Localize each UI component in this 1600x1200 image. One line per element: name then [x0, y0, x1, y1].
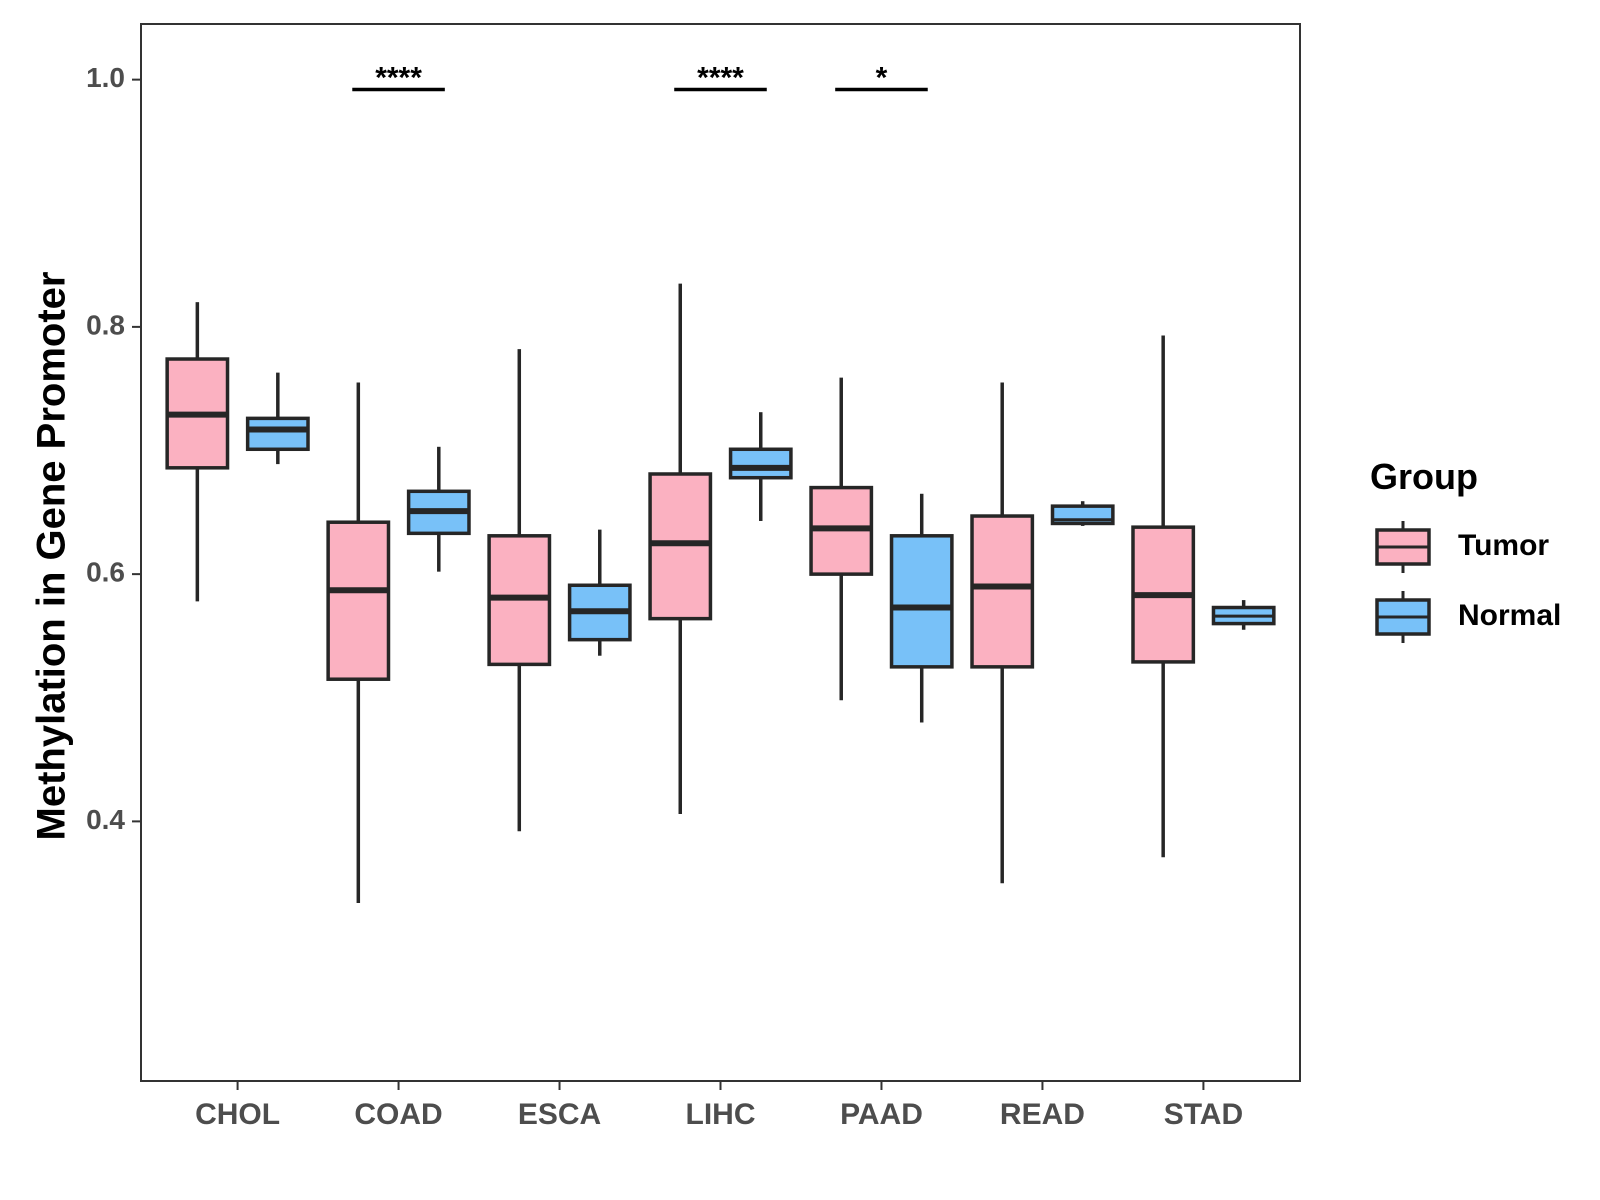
box-iqr — [648, 472, 713, 621]
box-tumor-stad — [1131, 335, 1196, 858]
legend-label: Tumor — [1458, 529, 1549, 562]
significance-paad: * — [835, 62, 928, 95]
box-normal-coad — [406, 446, 471, 572]
box-normal-stad — [1211, 600, 1276, 630]
x-tick-label: COAD — [354, 1098, 442, 1131]
box-iqr — [245, 416, 310, 452]
legend-item-tumor: Tumor — [1375, 521, 1549, 573]
x-tick-label: ESCA — [518, 1098, 601, 1131]
box-iqr — [970, 514, 1035, 669]
box-iqr — [889, 534, 954, 669]
box-iqr — [728, 447, 793, 480]
significance-label: * — [876, 62, 888, 95]
box-iqr — [326, 520, 391, 681]
box-tumor-read — [970, 382, 1035, 884]
y-tick-label: 0.8 — [86, 309, 125, 340]
box-normal-paad — [889, 493, 954, 723]
y-tick-label: 1.0 — [86, 62, 125, 93]
box-tumor-lihc — [648, 283, 713, 814]
y-tick-label: 0.4 — [86, 804, 125, 835]
legend-label: Normal — [1458, 599, 1561, 632]
x-tick-label: READ — [1000, 1098, 1085, 1131]
legend-title: Group — [1370, 456, 1478, 497]
box-tumor-chol — [165, 302, 230, 602]
box-tumor-coad — [326, 382, 391, 903]
significance-label: **** — [697, 62, 744, 95]
legend-item-normal: Normal — [1375, 591, 1561, 643]
significance-lihc: **** — [674, 62, 767, 95]
y-tick-label: 0.6 — [86, 557, 125, 588]
box-tumor-paad — [809, 377, 874, 701]
x-tick-label: LIHC — [686, 1098, 756, 1131]
significance-coad: **** — [352, 62, 445, 95]
y-axis-title: Methylation in Gene Promoter — [30, 272, 74, 841]
box-tumor-esca — [487, 349, 552, 832]
box-normal-read — [1050, 501, 1115, 526]
legend: Group Tumor Normal — [1370, 456, 1561, 643]
x-tick-label: STAD — [1164, 1098, 1243, 1131]
x-tick-label: CHOL — [195, 1098, 280, 1131]
box-normal-esca — [567, 529, 632, 656]
box-normal-chol — [245, 372, 310, 465]
plot-area: 0.4 0.6 0.8 1.0 CHOL COAD ESCA LIHC PAAD READ STAD… — [86, 23, 1301, 1131]
significance-label: **** — [375, 62, 422, 95]
x-tick-label: PAAD — [840, 1098, 923, 1131]
box-normal-lihc — [728, 412, 793, 521]
